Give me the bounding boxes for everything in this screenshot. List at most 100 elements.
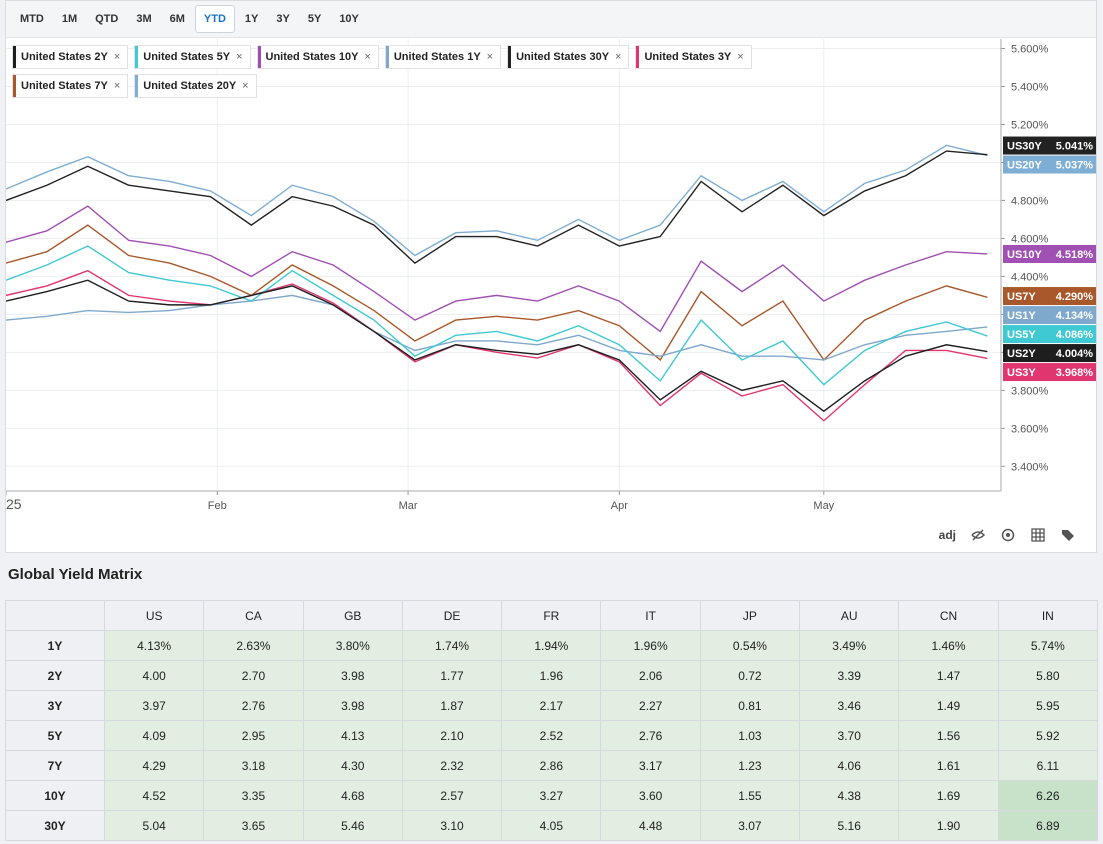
- legend-item[interactable]: United States 20Y: [134, 74, 257, 98]
- end-label-value: 5.041%: [1056, 141, 1094, 153]
- matrix-row: 10Y 4.52 3.35 4.68 2.57 3.27 3.60 1.55 4.38 1.69 6…: [5, 780, 1099, 811]
- y-tick-label: 4.400%: [1011, 271, 1049, 283]
- yield-cell: 2.06: [600, 660, 701, 691]
- yield-cell: 3.35: [203, 780, 304, 811]
- legend-label: United States 30Y: [516, 51, 610, 63]
- legend-label: United States 7Y: [21, 80, 108, 92]
- series-line: [6, 205, 988, 333]
- yield-cell: 2.86: [501, 750, 602, 781]
- yield-cell: 3.10: [401, 810, 503, 841]
- end-label-box: [1003, 136, 1096, 155]
- yield-cell: 3.18: [203, 750, 304, 781]
- end-label-value: 4.290%: [1056, 291, 1094, 303]
- yield-cell: 5.80: [997, 660, 1099, 691]
- range-button[interactable]: 6M: [169, 13, 185, 25]
- yield-cell: 1.03: [699, 720, 801, 751]
- matrix-row: 30Y 5.04 3.65 5.46 3.10 4.05 4.48 3.07 5.16 1.90 6…: [5, 810, 1099, 841]
- y-tick-label: 5.200%: [1011, 119, 1049, 131]
- end-label-box: [1003, 344, 1096, 363]
- yield-cell: 4.06: [799, 750, 900, 781]
- yield-cell: 3.49%: [799, 630, 900, 661]
- yield-cell: 2.70: [203, 660, 304, 691]
- yield-cell: 5.74%: [997, 630, 1099, 661]
- grid-icon[interactable]: [1030, 527, 1046, 543]
- yield-cell: 2.52: [501, 720, 602, 751]
- yield-cell: 1.96%: [600, 630, 701, 661]
- legend-swatch: [13, 46, 16, 68]
- legend-item[interactable]: United States 5Y: [134, 45, 251, 69]
- y-tick-label: 4.800%: [1011, 195, 1049, 207]
- matrix-row: 1Y 4.13% 2.63% 3.80% 1.74% 1.94% 1.96% 0.54% 3.4…: [5, 630, 1099, 661]
- yield-cell: 3.46: [799, 690, 900, 721]
- x-tick-label: 25: [6, 496, 22, 512]
- column-header: IN: [997, 600, 1099, 631]
- legend-item[interactable]: United States 30Y: [507, 45, 630, 69]
- range-button[interactable]: 5Y: [307, 13, 322, 25]
- yield-cell: 2.57: [401, 780, 503, 811]
- target-icon[interactable]: [1000, 527, 1016, 543]
- range-button[interactable]: 10Y: [339, 13, 359, 25]
- yield-cell: 6.11: [997, 750, 1099, 781]
- y-tick-label: 5.400%: [1011, 81, 1049, 93]
- range-button[interactable]: YTD: [194, 5, 235, 33]
- yield-cell: 5.16: [799, 810, 900, 841]
- yield-cell: 4.48: [600, 810, 701, 841]
- range-button[interactable]: QTD: [95, 13, 119, 25]
- x-tick-label: Apr: [611, 500, 628, 512]
- yield-cell: 1.56: [898, 720, 999, 751]
- row-label: 30Y: [5, 810, 105, 841]
- row-label: 2Y: [5, 660, 105, 691]
- yield-cell: 0.72: [699, 660, 801, 691]
- legend-swatch: [385, 46, 389, 68]
- legend-label: United States 20Y: [143, 80, 237, 92]
- y-tick-label: 4.600%: [1011, 233, 1049, 245]
- y-tick-label: 3.400%: [1011, 461, 1049, 473]
- row-label: 5Y: [5, 720, 105, 751]
- legend-item[interactable]: United States 10Y: [256, 45, 379, 69]
- column-header: GB: [302, 600, 403, 631]
- yield-cell: 1.49: [898, 690, 999, 721]
- series-line: [6, 144, 988, 257]
- x-tick-label: Mar: [399, 500, 418, 512]
- range-button[interactable]: 1M: [61, 13, 78, 25]
- yield-cell: 4.09: [103, 720, 205, 751]
- end-label-code: US2Y: [1007, 348, 1036, 360]
- end-label-value: 4.086%: [1056, 329, 1094, 341]
- yield-cell: 5.95: [997, 690, 1099, 721]
- column-header: CA: [203, 600, 304, 631]
- legend-label: United States 2Y: [21, 51, 108, 63]
- yield-cell: 4.13%: [103, 630, 205, 661]
- hide-icon[interactable]: [970, 527, 986, 543]
- column-header: AU: [799, 600, 900, 631]
- yield-cell: 4.13: [302, 720, 403, 751]
- yield-cell: 6.26: [997, 780, 1099, 811]
- legend-item[interactable]: United States 2Y: [12, 45, 129, 69]
- legend-swatch: [508, 46, 512, 68]
- yield-cell: 1.96: [501, 660, 602, 691]
- x-tick-label: May: [813, 500, 834, 512]
- yield-cell: 4.05: [501, 810, 602, 841]
- yield-cell: 3.65: [203, 810, 304, 841]
- tag-icon[interactable]: [1060, 527, 1076, 543]
- legend-item[interactable]: United States 3Y: [635, 45, 752, 69]
- column-header: JP: [699, 600, 801, 631]
- end-label-code: US7Y: [1007, 291, 1036, 303]
- legend-item[interactable]: United States 7Y: [12, 74, 129, 98]
- range-button[interactable]: 3M: [136, 13, 152, 25]
- yield-cell: 4.30: [302, 750, 403, 781]
- x-tick-label: Feb: [208, 500, 227, 512]
- adj-button[interactable]: adj: [938, 528, 956, 542]
- range-button[interactable]: 3Y: [276, 13, 290, 25]
- yield-cell: 1.94%: [501, 630, 602, 661]
- range-button[interactable]: 1Y: [244, 13, 259, 25]
- column-header: DE: [401, 600, 503, 631]
- end-label-value: 5.037%: [1056, 160, 1094, 172]
- yield-cell: 1.74%: [401, 630, 503, 661]
- yield-matrix: US CA GB DE FR IT JP AU CN IN 1Y 4.13% 2.63% 3.80% 1.7…: [5, 600, 1099, 841]
- range-button[interactable]: MTD: [20, 13, 44, 25]
- yield-cell: 3.60: [600, 780, 701, 811]
- yield-cell: 1.87: [401, 690, 503, 721]
- legend-item[interactable]: United States 1Y: [384, 45, 502, 69]
- matrix-row: 7Y 4.29 3.18 4.30 2.32 2.86 3.17 1.23 4.06 1.61 6.…: [5, 750, 1099, 781]
- column-header: CN: [898, 600, 999, 631]
